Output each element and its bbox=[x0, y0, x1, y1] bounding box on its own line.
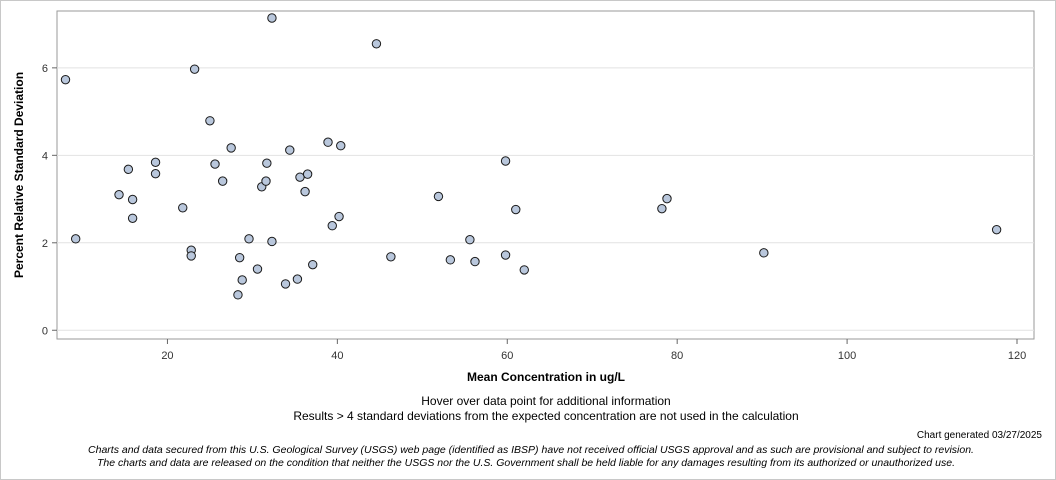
data-point[interactable]: 78.8, 3.01 bbox=[662, 193, 672, 204]
disclaimer-line-2: The charts and data are released on the … bbox=[97, 457, 955, 469]
data-point[interactable]: 21.8, 2.8 bbox=[178, 203, 188, 213]
x-tick-label: 120 bbox=[1008, 350, 1026, 362]
data-point[interactable]: 59.8, 3.87 bbox=[500, 156, 511, 166]
x-tick-label: 60 bbox=[501, 350, 513, 362]
data-point[interactable]: 40.4, 4.22 bbox=[336, 140, 346, 151]
data-point[interactable]: 22.8, 1.7 bbox=[186, 251, 196, 261]
data-point[interactable]: 28.5, 1.66 bbox=[234, 252, 245, 263]
data-points: 8, 5.73 9.2, 2.09 14.3, 3.1 15.4, 3.68 15.9,… bbox=[60, 13, 1002, 300]
data-point[interactable]: 26.5, 3.41 bbox=[217, 176, 228, 186]
generated-date: Chart generated 03/27/2025 bbox=[916, 430, 1042, 441]
data-point[interactable]: 34.4, 4.12 bbox=[285, 145, 295, 155]
data-point[interactable]: 46.3, 1.68 bbox=[386, 252, 396, 262]
data-point[interactable]: 44.6, 6.55 bbox=[371, 39, 382, 49]
data-point[interactable]: 29.6, 2.09 bbox=[244, 234, 254, 244]
data-point[interactable]: 53.3, 1.61 bbox=[445, 255, 456, 265]
data-point[interactable]: 90.2, 1.77 bbox=[759, 248, 769, 258]
y-axis-label: Percent Relative Standard Deviation bbox=[12, 72, 26, 278]
data-point[interactable]: 25, 4.79 bbox=[205, 116, 215, 126]
x-tick-label: 80 bbox=[671, 350, 683, 362]
data-point[interactable]: 30.6, 1.4 bbox=[252, 264, 263, 274]
data-point[interactable]: 33.9, 1.06 bbox=[280, 279, 291, 289]
data-point[interactable]: 31.6, 3.41 bbox=[261, 176, 271, 186]
data-point[interactable]: 32.3, 7.14 bbox=[267, 13, 277, 23]
x-axis: 20 40 60 80 100 120 bbox=[161, 339, 1026, 362]
data-point[interactable]: 117.6, 2.3 bbox=[991, 224, 1002, 235]
y-tick-label: 4 bbox=[42, 150, 48, 162]
data-point[interactable]: 27.5, 4.17 bbox=[226, 143, 236, 153]
data-point[interactable]: 31.7, 3.82 bbox=[262, 158, 272, 168]
data-point[interactable]: 62, 1.38 bbox=[519, 265, 529, 275]
x-tick-label: 20 bbox=[161, 350, 173, 362]
data-point[interactable]: 8, 5.73 bbox=[60, 74, 71, 85]
data-point[interactable]: 36.2, 3.17 bbox=[300, 186, 310, 197]
data-point[interactable]: 25.6, 3.8 bbox=[210, 159, 220, 169]
data-point[interactable]: 35.6, 3.5 bbox=[295, 172, 305, 182]
data-point[interactable]: 38.9, 4.3 bbox=[323, 137, 333, 147]
data-point[interactable]: 18.6, 3.58 bbox=[150, 168, 161, 179]
data-point[interactable]: 59.8, 1.72 bbox=[500, 250, 511, 260]
data-point[interactable]: 51.9, 3.06 bbox=[433, 191, 444, 202]
plot-area bbox=[56, 10, 1035, 340]
data-point[interactable]: 15.9, 2.99 bbox=[127, 194, 138, 205]
data-point[interactable]: 55.6, 2.07 bbox=[465, 235, 475, 245]
data-point[interactable]: 23.2, 5.97 bbox=[189, 64, 200, 74]
data-point[interactable]: 56.2, 1.57 bbox=[470, 256, 480, 267]
exclusion-note: Results > 4 standard deviations from the… bbox=[293, 409, 799, 423]
x-axis-label: Mean Concentration in ug/L bbox=[467, 370, 625, 384]
data-point[interactable]: 36.5, 3.57 bbox=[302, 169, 313, 179]
data-point[interactable]: 28.3, 0.81 bbox=[233, 290, 243, 300]
data-point[interactable]: 32.3, 2.03 bbox=[267, 236, 277, 247]
grid-lines bbox=[57, 67, 1034, 331]
hover-note: Hover over data point for additional inf… bbox=[421, 394, 671, 408]
y-tick-label: 2 bbox=[42, 238, 48, 250]
y-tick-label: 6 bbox=[42, 63, 48, 75]
data-point[interactable]: 18.6, 3.84 bbox=[150, 157, 161, 168]
y-axis: 0 2 4 6 bbox=[42, 63, 57, 337]
data-point[interactable]: 14.3, 3.1 bbox=[114, 189, 124, 200]
data-point[interactable]: 61, 2.76 bbox=[511, 204, 521, 215]
data-point[interactable]: 15.4, 3.68 bbox=[123, 164, 134, 175]
disclaimer-line-1: Charts and data secured from this U.S. G… bbox=[88, 444, 974, 456]
data-point[interactable]: 40.2, 2.6 bbox=[334, 211, 344, 222]
y-tick-label: 0 bbox=[42, 325, 48, 337]
data-point[interactable]: 37.1, 1.5 bbox=[308, 259, 318, 270]
data-point[interactable]: 28.8, 1.15 bbox=[237, 275, 247, 285]
data-point[interactable]: 35.3, 1.17 bbox=[292, 274, 303, 284]
data-point[interactable]: 78.2, 2.78 bbox=[657, 203, 667, 214]
data-point[interactable]: 39.4, 2.39 bbox=[327, 221, 337, 231]
x-tick-label: 40 bbox=[331, 350, 343, 362]
x-tick-label: 100 bbox=[838, 350, 856, 362]
data-point[interactable]: 9.2, 2.09 bbox=[70, 234, 81, 244]
data-point[interactable]: 15.9, 2.56 bbox=[127, 213, 138, 223]
